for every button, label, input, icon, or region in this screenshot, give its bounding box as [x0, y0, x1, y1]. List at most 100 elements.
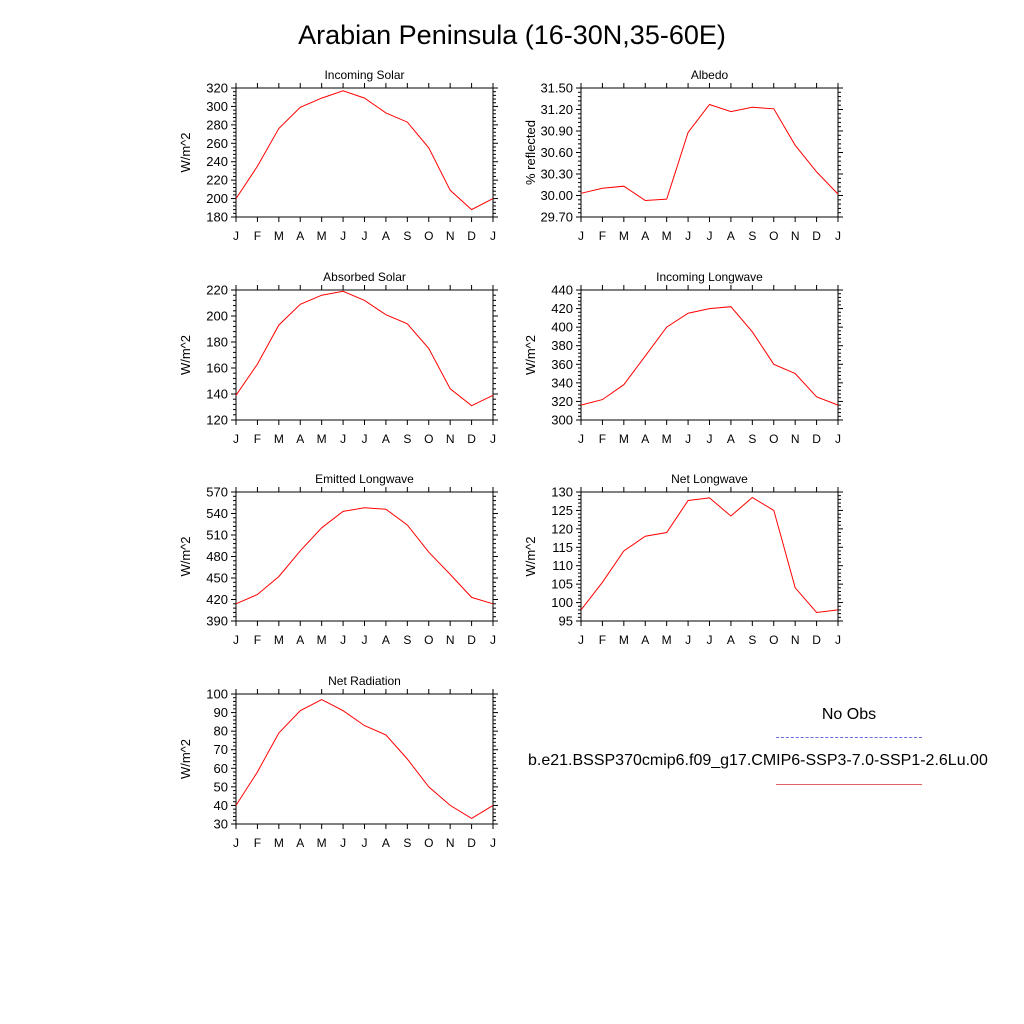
x-tick-label: F	[599, 229, 606, 243]
x-tick-label: O	[769, 633, 778, 647]
x-tick-label: M	[274, 633, 284, 647]
x-tick-label: A	[727, 432, 735, 446]
y-axis-label: W/m^2	[178, 536, 193, 576]
x-tick-label: M	[619, 633, 629, 647]
panel-title: Incoming Solar	[324, 68, 404, 82]
x-tick-label: O	[424, 836, 433, 850]
x-tick-label: J	[490, 836, 496, 850]
x-tick-label: J	[340, 432, 346, 446]
y-tick-label: 120	[206, 413, 228, 428]
x-tick-label: N	[791, 432, 800, 446]
x-tick-label: A	[382, 633, 390, 647]
x-tick-label: A	[641, 432, 649, 446]
x-tick-label: S	[748, 633, 756, 647]
y-tick-label: 115	[552, 540, 573, 555]
x-tick-label: J	[362, 229, 368, 243]
plot-frame	[235, 289, 494, 421]
y-axis-label: W/m^2	[178, 132, 193, 172]
x-tick-label: J	[707, 432, 713, 446]
y-tick-label: 300	[206, 99, 228, 114]
x-tick-label: F	[254, 836, 261, 850]
panel-title: Incoming Longwave	[656, 270, 763, 284]
y-tick-label: 320	[206, 81, 228, 96]
series-line	[580, 496, 839, 614]
y-tick-label: 110	[552, 558, 573, 573]
x-tick-label: N	[446, 432, 455, 446]
x-tick-label: O	[424, 229, 433, 243]
x-tick-label: F	[254, 229, 261, 243]
x-tick-label: S	[748, 432, 756, 446]
y-tick-label: 450	[206, 571, 228, 586]
y-tick-label: 200	[206, 309, 228, 324]
y-tick-label: 220	[206, 173, 228, 188]
x-tick-label: A	[727, 229, 735, 243]
x-tick-label: F	[254, 432, 261, 446]
x-tick-label: D	[467, 836, 476, 850]
y-tick-label: 420	[206, 592, 228, 607]
y-tick-label: 130	[551, 485, 573, 500]
x-tick-label: M	[317, 836, 327, 850]
y-tick-label: 30.90	[540, 124, 573, 139]
panel-title: Albedo	[691, 68, 729, 82]
x-tick-label: J	[578, 633, 584, 647]
y-tick-label: 80	[214, 724, 228, 739]
y-tick-label: 400	[551, 320, 573, 335]
x-tick-label: J	[707, 633, 713, 647]
x-tick-label: J	[685, 432, 691, 446]
y-tick-label: 30.30	[540, 167, 573, 182]
x-tick-label: F	[599, 633, 606, 647]
legend-obs-label: No Obs	[821, 706, 877, 723]
y-tick-label: 29.70	[540, 210, 573, 225]
legend-case-line	[776, 784, 922, 785]
x-tick-label: N	[446, 229, 455, 243]
x-tick-label: J	[707, 229, 713, 243]
x-tick-label: J	[835, 633, 841, 647]
y-tick-label: 300	[551, 413, 573, 428]
y-tick-label: 31.20	[540, 102, 573, 117]
x-tick-label: N	[446, 836, 455, 850]
y-tick-label: 380	[551, 338, 573, 353]
y-tick-label: 220	[206, 283, 228, 298]
y-tick-label: 240	[206, 154, 228, 169]
y-tick-label: 70	[214, 742, 228, 757]
x-tick-label: A	[641, 229, 649, 243]
y-tick-label: 200	[206, 191, 228, 206]
series-line	[235, 507, 494, 605]
x-tick-label: F	[254, 633, 261, 647]
x-tick-label: M	[274, 836, 284, 850]
series-line	[580, 306, 839, 406]
x-tick-label: J	[835, 432, 841, 446]
x-tick-label: J	[685, 633, 691, 647]
x-tick-label: A	[382, 836, 390, 850]
y-tick-label: 31.50	[540, 81, 573, 96]
legend-obs-line	[776, 737, 922, 738]
series-line	[235, 290, 494, 407]
x-tick-label: M	[274, 432, 284, 446]
x-tick-label: A	[382, 432, 390, 446]
x-tick-label: S	[403, 229, 411, 243]
y-axis-label: W/m^2	[178, 335, 193, 375]
x-tick-label: S	[748, 229, 756, 243]
y-tick-label: 570	[206, 485, 228, 500]
y-tick-label: 390	[206, 614, 228, 629]
x-tick-label: J	[233, 432, 239, 446]
x-tick-label: J	[685, 229, 691, 243]
y-axis-label: W/m^2	[178, 739, 193, 779]
y-tick-label: 510	[206, 528, 228, 543]
y-tick-label: 540	[206, 506, 228, 521]
x-tick-label: A	[382, 229, 390, 243]
series-line	[235, 90, 494, 211]
x-tick-label: M	[619, 229, 629, 243]
x-tick-label: D	[812, 633, 821, 647]
x-tick-label: N	[791, 633, 800, 647]
y-tick-label: 480	[206, 549, 228, 564]
x-tick-label: S	[403, 432, 411, 446]
x-tick-label: J	[233, 633, 239, 647]
x-tick-label: O	[769, 229, 778, 243]
panel-title: Net Radiation	[328, 674, 401, 688]
y-tick-label: 440	[551, 283, 573, 298]
x-tick-label: A	[296, 229, 304, 243]
y-tick-label: 30.60	[540, 145, 573, 160]
panel-title: Emitted Longwave	[315, 472, 414, 486]
x-tick-label: O	[424, 432, 433, 446]
